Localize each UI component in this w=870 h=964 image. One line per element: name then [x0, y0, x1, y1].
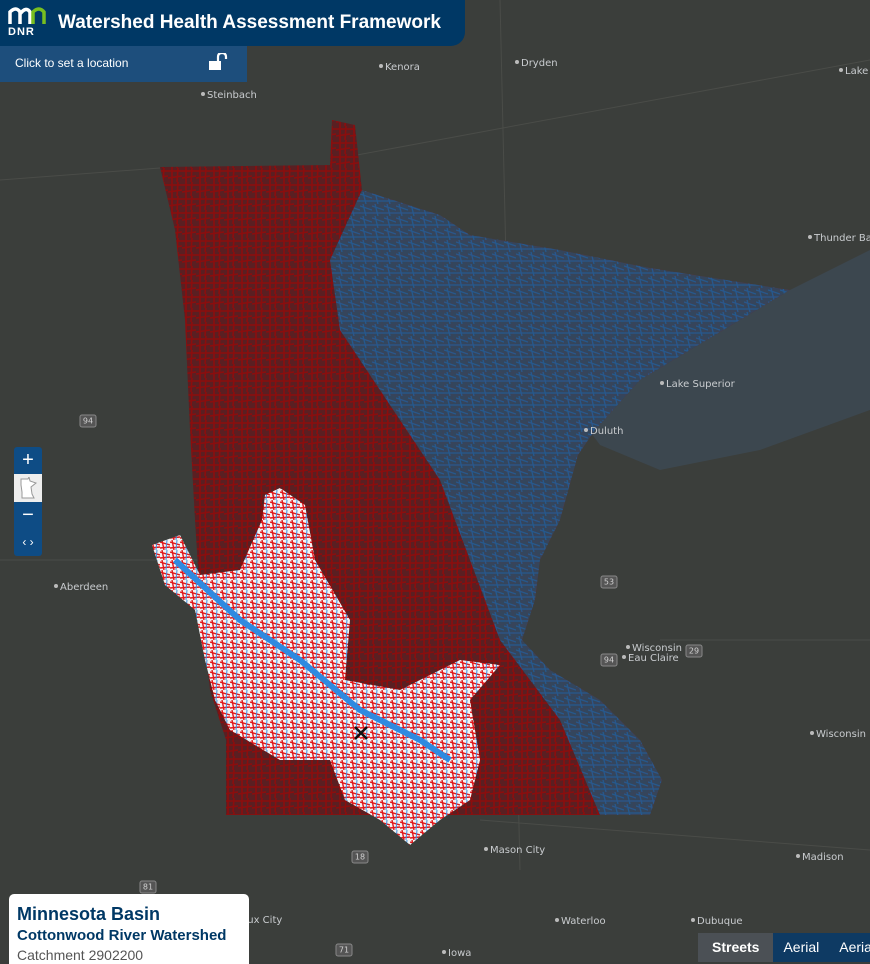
location-marker [354, 726, 368, 740]
location-bar[interactable]: Click to set a location [0, 46, 247, 82]
city-dot [54, 584, 58, 588]
map-label: Lake Superior [666, 379, 736, 390]
city-dot [555, 918, 559, 922]
logo [8, 7, 46, 24]
basemap-button[interactable]: Streets [698, 933, 774, 962]
basin-name: Minnesota Basin [17, 904, 161, 924]
eastern-catchments [330, 190, 790, 815]
shield-label: 81 [143, 883, 153, 892]
logo-text: DNR [8, 26, 35, 38]
map-label: Aberdeen [60, 582, 108, 593]
city-dot [660, 381, 664, 385]
shield-label: 29 [689, 647, 699, 656]
zoom-out[interactable]: − [22, 504, 34, 526]
city-dot [626, 645, 630, 649]
map-label: Iowa [448, 948, 471, 959]
shield-label: 94 [83, 417, 93, 426]
zoom-control: + − ‹ › [14, 447, 42, 556]
state-icon [20, 477, 38, 499]
highway-shield [600, 575, 618, 589]
highway-shield [600, 653, 618, 667]
city-dot [796, 854, 800, 858]
map-label: Wisconsin [816, 729, 866, 740]
shield-label: 71 [339, 946, 349, 955]
zoom-in[interactable]: + [22, 449, 34, 471]
watershed-name: Cottonwood River Watershed [17, 927, 227, 944]
map-label: Steinbach [207, 90, 257, 101]
city-dot [201, 92, 205, 96]
location-prompt[interactable]: Click to set a location [15, 56, 129, 70]
highway-shield [139, 880, 157, 894]
basemap-button[interactable]: Aerial [783, 939, 820, 955]
highway-shield [685, 644, 703, 658]
highway-shield [335, 943, 353, 957]
map-label: Madison [802, 852, 844, 863]
shield-label: 53 [604, 578, 614, 587]
catchment-id: Catchment 2902200 [17, 947, 144, 963]
lock-icon[interactable] [208, 53, 230, 71]
pan[interactable]: ‹ › [22, 535, 34, 549]
city-dot [810, 731, 814, 735]
map-label: Kenora [385, 62, 420, 73]
map-label: Mason City [490, 845, 545, 856]
map-label: Dryden [521, 58, 558, 69]
shield-label: 18 [355, 853, 365, 862]
map-label: Thunder Bay [813, 233, 870, 244]
highway-shield [351, 850, 369, 864]
highway-shield [79, 414, 97, 428]
city-dot [515, 60, 519, 64]
map-label: Eau Claire [628, 653, 679, 664]
home-extent[interactable] [14, 474, 42, 502]
basemap-button[interactable]: Aeria [839, 939, 870, 955]
city-dot [584, 428, 588, 432]
river [172, 557, 452, 763]
map-label: Duluth [590, 426, 623, 437]
shield-label: 94 [604, 656, 614, 665]
header: DNR Watershed Health Assessment Framewor… [0, 0, 465, 46]
info-panel: Minnesota Basin Cottonwood River Watersh… [9, 894, 249, 964]
map-label: Wisconsin [632, 643, 682, 654]
map-label: Dubuque [697, 916, 743, 927]
app-title: Watershed Health Assessment Framework [58, 12, 441, 33]
city-dot [442, 950, 446, 954]
basemap-switcher: Streets Aerial Aeria [698, 933, 870, 962]
map-label: Sioux City [232, 915, 282, 926]
map-label: Lake [845, 66, 868, 77]
map-label: Waterloo [561, 916, 606, 927]
city-dot [808, 235, 812, 239]
cottonwood-watershed[interactable] [152, 488, 500, 845]
city-dot [691, 918, 695, 922]
city-dot [839, 68, 843, 72]
city-dot [379, 64, 383, 68]
city-dot [622, 655, 626, 659]
city-dot [484, 847, 488, 851]
